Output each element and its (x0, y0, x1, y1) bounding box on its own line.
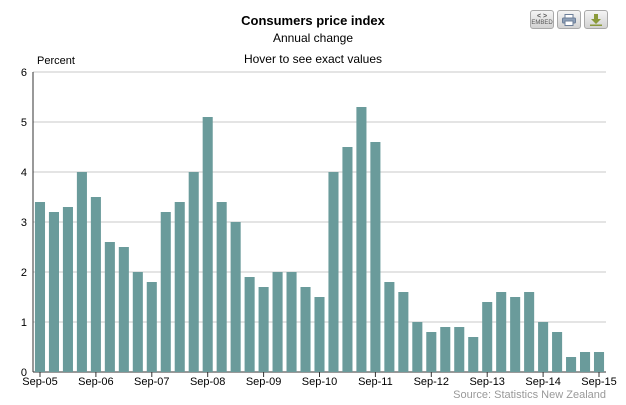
bar[interactable]: Dec-10: 4 (328, 172, 339, 372)
x-tick-label: Sep-11 (358, 376, 393, 388)
y-axis-label: Percent (37, 55, 75, 67)
bar[interactable]: Mar-13: 0.9 (454, 327, 465, 372)
bar[interactable]: Dec-05: 3.2 (48, 212, 59, 372)
bar[interactable]: Sep-10: 1.5 (314, 297, 325, 372)
y-tick-label: 3 (21, 217, 27, 229)
bar[interactable]: Dec-14: 0.8 (552, 332, 563, 372)
bar[interactable]: Jun-12: 1 (412, 322, 423, 372)
chart-header: Consumers price index Annual change Hove… (0, 12, 626, 67)
x-tick-label: Sep-12 (414, 376, 449, 388)
bar[interactable]: Dec-13: 1.6 (496, 292, 507, 372)
bar[interactable]: Sep-05: 3.4 (34, 202, 46, 372)
x-tick-label: Sep-07 (134, 376, 169, 388)
chart-toolbar: < > EMBED (530, 10, 608, 29)
x-tick-label: Sep-05 (22, 376, 57, 388)
x-tick-label: Sep-08 (190, 376, 225, 388)
y-tick-label: 5 (21, 117, 27, 129)
bar[interactable]: Jun-14: 1.6 (524, 292, 535, 372)
y-tick-label: 6 (21, 67, 27, 79)
bar[interactable]: Dec-06: 2.6 (104, 242, 115, 372)
bar[interactable]: Jun-07: 2 (132, 272, 143, 372)
code-icon: < > (536, 12, 548, 20)
bar[interactable]: Jun-10: 1.7 (300, 287, 311, 372)
bar[interactable]: Mar-12: 1.6 (398, 292, 409, 372)
bar[interactable]: Jun-15: 0.4 (580, 352, 591, 372)
bar[interactable]: Mar-15: 0.3 (566, 357, 577, 372)
source-note: Source: Statistics New Zealand (453, 389, 606, 401)
embed-label: EMBED (531, 19, 553, 26)
y-tick-label: 2 (21, 267, 27, 279)
bar[interactable]: Dec-11: 1.8 (384, 282, 395, 372)
download-button[interactable] (584, 10, 608, 29)
bar[interactable]: Jun-09: 1.9 (244, 277, 255, 372)
y-tick-label: 1 (21, 317, 27, 329)
bar[interactable]: Mar-14: 1.5 (510, 297, 521, 372)
bar[interactable]: Mar-10: 2 (286, 272, 297, 372)
embed-button[interactable]: < > EMBED (530, 10, 554, 29)
printer-icon (562, 13, 576, 26)
bar[interactable]: Sep-11: 4.6 (370, 142, 381, 372)
bar[interactable]: Dec-08: 3.4 (216, 202, 227, 372)
bar[interactable]: Sep-15: 0.4 (593, 352, 605, 372)
chart-subtitle: Annual change (272, 31, 354, 45)
print-button[interactable] (557, 10, 581, 29)
bar[interactable]: Sep-09: 1.7 (258, 287, 269, 372)
bar[interactable]: Jun-11: 5.3 (356, 107, 367, 372)
bar[interactable]: Sep-12: 0.8 (426, 332, 437, 372)
bar[interactable]: Mar-08: 3.4 (174, 202, 185, 372)
bar[interactable]: Sep-14: 1 (538, 322, 549, 372)
chart-hint: Hover to see exact values (243, 52, 383, 66)
x-tick-label: Sep-09 (246, 376, 281, 388)
bar[interactable]: Dec-07: 3.2 (160, 212, 171, 372)
bar[interactable]: Sep-13: 1.4 (482, 302, 493, 372)
x-tick-label: Sep-13 (469, 376, 504, 388)
bar[interactable]: Jun-13: 0.7 (468, 337, 479, 372)
y-tick-label: 4 (21, 167, 27, 179)
bar[interactable]: Dec-09: 2 (272, 272, 283, 372)
bar[interactable]: Mar-09: 3 (230, 222, 241, 372)
bar[interactable]: Jun-06: 4 (76, 172, 87, 372)
bar[interactable]: Sep-07: 1.8 (146, 282, 157, 372)
x-tick-label: Sep-10 (302, 376, 337, 388)
download-icon (590, 13, 602, 26)
bar[interactable]: Jun-08: 4 (188, 172, 199, 372)
chart-title: Consumers price index (241, 13, 385, 28)
x-tick-label: Sep-06 (78, 376, 113, 388)
x-tick-label: Sep-14 (525, 376, 560, 388)
bar[interactable]: Mar-11: 4.5 (342, 147, 353, 372)
bar[interactable]: Mar-06: 3.3 (62, 207, 73, 372)
bar[interactable]: Sep-08: 5.1 (202, 117, 213, 372)
x-tick-label: Sep-15 (581, 376, 616, 388)
y-tick-label: 0 (21, 367, 27, 379)
bar[interactable]: Mar-07: 2.5 (118, 247, 129, 372)
bar[interactable]: Sep-06: 3.5 (90, 197, 101, 372)
bar[interactable]: Dec-12: 0.9 (440, 327, 451, 372)
